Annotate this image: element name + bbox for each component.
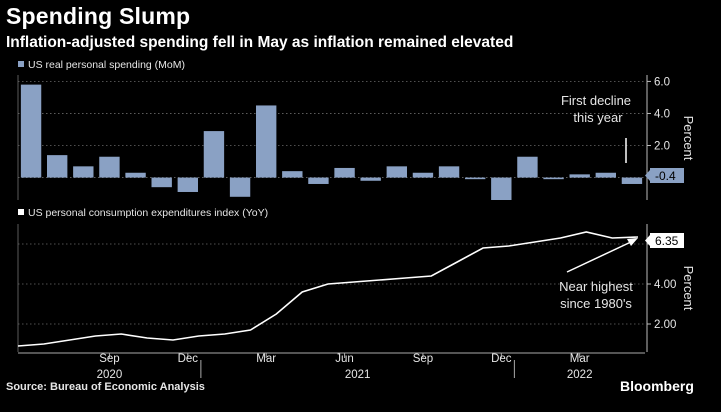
x-tick-label: Mar	[256, 353, 276, 365]
spending-bar	[464, 177, 486, 180]
top-y-tick-label: 2.0	[654, 141, 670, 153]
x-tick-label: Sep	[99, 353, 119, 365]
source-note: Source: Bureau of Economic Analysis	[6, 381, 205, 393]
x-year-label: 2021	[345, 369, 371, 381]
spending-bar-panel: 6.0 4.0 2.0	[17, 75, 670, 200]
bar-legend-swatch	[18, 61, 24, 67]
spending-bar	[99, 156, 120, 178]
spending-bar	[334, 167, 355, 178]
bloomberg-logo: Bloomberg	[620, 378, 694, 394]
top-y-axis-title: Percent	[681, 116, 696, 161]
top-y-tick-label: 4.0	[654, 108, 670, 120]
x-tick-label: Sep	[413, 353, 433, 365]
annotation-near-highest-line1: Near highest	[559, 279, 633, 294]
bar-last-value-badge	[650, 168, 684, 183]
pce-line-series	[17, 231, 639, 347]
spending-bar	[595, 172, 617, 178]
line-badge-pointer	[645, 235, 650, 246]
x-tick-label: Dec	[178, 353, 199, 365]
line-last-value-badge	[650, 233, 684, 248]
x-tick-label: Jun	[335, 353, 354, 365]
x-tick-label: Dec	[491, 353, 512, 365]
annotation-near-highest-line2: since 1980's	[560, 296, 632, 311]
spending-bar	[543, 177, 564, 180]
annotation-arrow-head-icon	[627, 238, 638, 246]
spending-bar	[360, 177, 381, 181]
spending-bar	[621, 177, 643, 184]
spending-bar	[308, 177, 329, 184]
spending-bar	[569, 174, 590, 178]
line-last-value-label: 6.35	[655, 234, 679, 248]
x-axis: Sep Dec Mar Jun Sep Dec Mar 2020 2021 2022	[18, 352, 645, 381]
x-year-label: 2022	[567, 369, 593, 381]
spending-bar	[20, 84, 42, 178]
bar-badge-pointer	[645, 170, 650, 181]
annotation-first-decline-line2: this year	[573, 110, 623, 125]
annotation-near-highest-arrow	[566, 240, 634, 273]
spending-bar	[255, 105, 277, 178]
top-y-tick-label: 6.0	[654, 76, 670, 88]
spending-bar	[438, 166, 460, 178]
spending-bar	[229, 177, 251, 197]
bottom-y-tick-label: 2.00	[654, 319, 676, 331]
spending-bar	[125, 172, 146, 178]
chart-subtitle: Inflation-adjusted spending fell in May …	[6, 34, 514, 51]
spending-bar	[151, 177, 172, 188]
spending-bar	[177, 177, 199, 192]
x-tick-label: Mar	[570, 353, 590, 365]
x-year-label: 2020	[97, 369, 123, 381]
spending-bar	[73, 166, 94, 178]
spending-bar	[46, 155, 68, 178]
spending-bar	[282, 171, 303, 178]
spending-bar	[386, 166, 408, 178]
bar-legend-label: US real personal spending (MoM)	[28, 59, 185, 71]
spending-bar	[203, 131, 225, 178]
spending-bar	[491, 177, 512, 200]
line-legend-label: US personal consumption expenditures ind…	[28, 207, 268, 219]
spending-bar	[412, 172, 434, 178]
bottom-y-axis-title: Percent	[681, 266, 696, 311]
line-legend-swatch	[18, 209, 24, 215]
chart-title: Spending Slump	[6, 3, 191, 29]
bottom-y-tick-label: 4.00	[654, 279, 676, 291]
spending-bar	[517, 156, 538, 178]
annotation-first-decline-line1: First decline	[561, 93, 631, 108]
bar-last-value-label: -0.4	[655, 169, 676, 183]
